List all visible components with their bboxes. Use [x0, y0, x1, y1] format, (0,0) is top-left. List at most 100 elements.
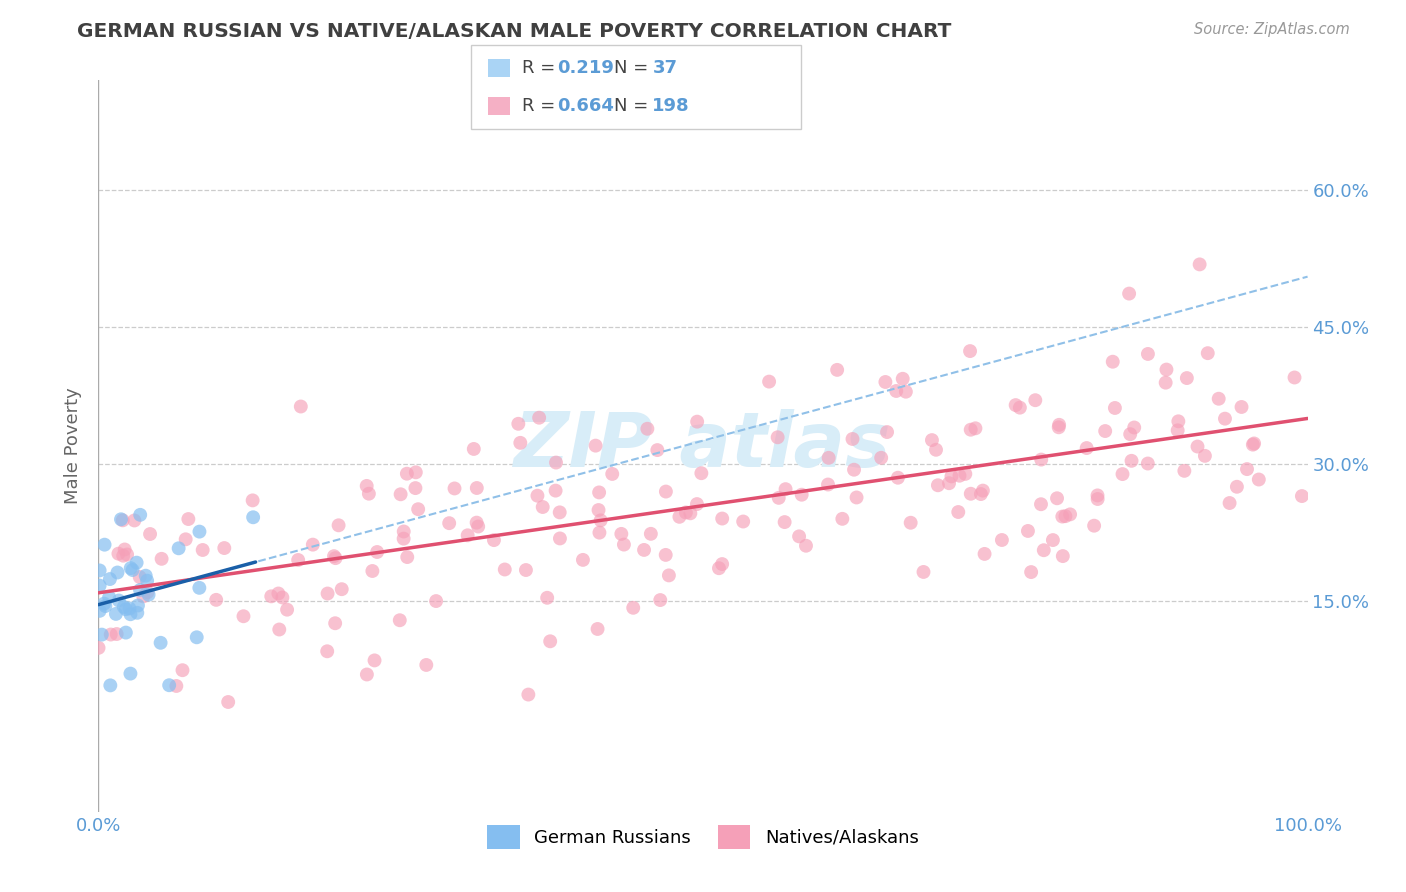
Text: N =: N = — [614, 60, 654, 78]
Point — [1284, 370, 1306, 384]
Point — [572, 553, 595, 567]
Point — [548, 505, 571, 519]
Point — [120, 561, 142, 575]
Point — [108, 593, 131, 607]
Point — [841, 432, 863, 446]
Point — [404, 481, 426, 495]
Point — [831, 512, 853, 526]
Point — [465, 516, 488, 530]
Point — [177, 512, 200, 526]
Point — [150, 551, 173, 566]
Text: 198: 198 — [652, 96, 690, 114]
Text: 37: 37 — [652, 60, 678, 78]
Point — [112, 549, 135, 563]
Point — [894, 384, 917, 399]
Point — [1087, 491, 1109, 506]
Point — [1219, 496, 1241, 510]
Point — [1213, 411, 1236, 425]
Point — [128, 570, 150, 584]
Point — [87, 640, 110, 655]
Point — [1024, 393, 1046, 408]
Point — [114, 542, 136, 557]
Point — [330, 582, 353, 597]
Point — [186, 630, 208, 644]
Point — [690, 466, 713, 480]
Point — [733, 515, 755, 529]
Point — [232, 609, 254, 624]
Point — [679, 506, 702, 520]
Point — [941, 469, 963, 483]
Point — [121, 563, 143, 577]
Point — [1154, 376, 1177, 390]
Point — [527, 410, 550, 425]
Point — [105, 627, 128, 641]
Point — [1230, 400, 1253, 414]
Point — [1017, 524, 1039, 538]
Point — [98, 678, 121, 692]
Point — [1167, 423, 1189, 437]
Point — [1076, 441, 1098, 455]
Point — [120, 666, 142, 681]
Point — [1136, 347, 1159, 361]
Point — [1243, 436, 1265, 450]
Point — [1032, 543, 1054, 558]
Point — [136, 585, 159, 599]
Point — [1241, 437, 1264, 451]
Point — [508, 417, 530, 431]
Point — [1052, 509, 1074, 524]
Point — [405, 466, 427, 480]
Point — [517, 688, 540, 702]
Point — [586, 622, 609, 636]
Point — [1094, 424, 1116, 438]
Point — [94, 599, 117, 613]
Point — [515, 563, 537, 577]
Point — [1123, 420, 1146, 434]
Point — [242, 510, 264, 524]
Point — [938, 476, 960, 491]
Point — [790, 488, 813, 502]
Point — [287, 553, 309, 567]
Point — [548, 532, 571, 546]
Point — [948, 468, 970, 483]
Point — [172, 663, 194, 677]
Point — [1136, 457, 1159, 471]
Point — [129, 582, 152, 597]
Point — [89, 564, 111, 578]
Point — [467, 519, 489, 533]
Point — [1175, 371, 1198, 385]
Point — [509, 435, 531, 450]
Point — [1054, 509, 1077, 524]
Point — [775, 482, 797, 496]
Point — [531, 500, 554, 514]
Point — [972, 483, 994, 498]
Point — [174, 533, 197, 547]
Point — [191, 543, 214, 558]
Text: Source: ZipAtlas.com: Source: ZipAtlas.com — [1194, 22, 1350, 37]
Point — [787, 529, 810, 543]
Point — [955, 467, 977, 481]
Point — [1118, 286, 1140, 301]
Point — [301, 538, 323, 552]
Point — [188, 524, 211, 539]
Point — [1236, 462, 1258, 476]
Point — [395, 467, 418, 481]
Point — [437, 516, 460, 531]
Point — [157, 678, 180, 692]
Point — [482, 533, 505, 548]
Point — [1059, 508, 1081, 522]
Point — [1052, 549, 1074, 563]
Point — [794, 539, 817, 553]
Point — [588, 525, 610, 540]
Point — [640, 526, 662, 541]
Point — [1008, 401, 1031, 415]
Point — [463, 442, 485, 456]
Point — [138, 588, 160, 602]
Point — [328, 518, 350, 533]
Y-axis label: Male Poverty: Male Poverty — [65, 388, 83, 504]
Point — [766, 430, 789, 444]
Point — [107, 566, 129, 580]
Point — [1101, 355, 1123, 369]
Point — [89, 604, 111, 618]
Point — [1042, 533, 1064, 547]
Point — [668, 509, 690, 524]
